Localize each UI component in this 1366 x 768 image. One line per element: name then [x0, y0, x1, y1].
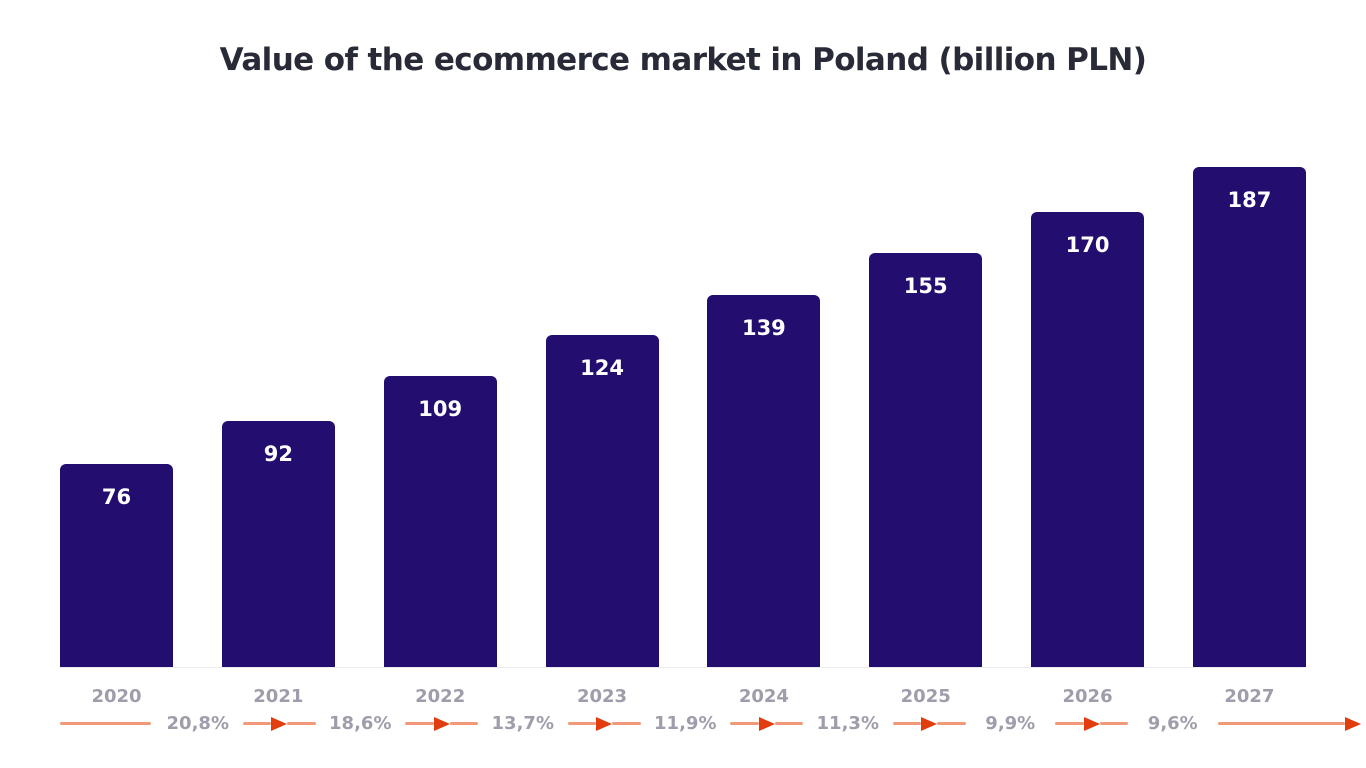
arrow-line	[287, 722, 316, 726]
growth-arrow-segment	[60, 722, 173, 726]
bar-value-label: 76	[101, 485, 132, 509]
growth-percent-label: 13,7%	[491, 712, 554, 734]
growth-arrow-row: 20,8% 18,6% 13,7% 11,9% 11,3% 9,9% 9,6%	[60, 712, 1361, 734]
bars-area: 76 92 109 124 139 155 170 187	[60, 167, 1306, 668]
bar-2025: 155	[869, 253, 983, 667]
growth-arrow-segment	[223, 716, 336, 731]
bar-value-label: 155	[903, 274, 948, 298]
arrow-head-icon	[921, 716, 937, 731]
bar-value-label: 124	[580, 356, 624, 380]
arrow-line	[60, 722, 151, 726]
bar-value-label: 187	[1227, 188, 1272, 212]
x-tick-label-2027: 2027	[1224, 686, 1275, 707]
arrow-head-icon	[433, 716, 450, 731]
growth-arrow-segment	[1035, 716, 1148, 731]
bar-value-label: 109	[418, 397, 463, 421]
bar-value-label: 170	[1065, 233, 1110, 257]
x-tick-label-2024: 2024	[738, 686, 789, 707]
growth-arrow-segment	[548, 716, 661, 731]
bar-2024: 139	[707, 295, 821, 667]
arrow-head-icon	[271, 716, 287, 731]
arrow-line	[612, 722, 641, 726]
growth-percent-label: 18,6%	[329, 712, 392, 734]
arrow-head-icon	[596, 716, 612, 731]
bar-2027: 187	[1192, 167, 1306, 667]
arrow-line	[1099, 722, 1128, 726]
growth-arrow-segment-end	[1198, 716, 1361, 731]
x-tick-label-2022: 2022	[415, 686, 466, 707]
bar-2023: 124	[545, 335, 659, 667]
arrow-line	[1217, 722, 1345, 726]
arrow-head-icon	[1344, 716, 1361, 731]
bar-value-label: 139	[741, 316, 786, 340]
growth-arrow-segment	[385, 716, 498, 731]
x-tick-label-2025: 2025	[900, 686, 951, 707]
x-axis-labels: 2020 2021 2022 2023 2024 2025 2026 2027	[60, 687, 1306, 707]
growth-percent-label: 9,6%	[1147, 712, 1198, 734]
bar-2021: 92	[221, 421, 335, 667]
chart-title: Value of the ecommerce market in Poland …	[219, 42, 1147, 78]
bar-value-label: 92	[263, 442, 293, 466]
x-tick-label-2026: 2026	[1062, 686, 1113, 707]
arrow-line	[567, 722, 596, 726]
arrow-line	[730, 722, 759, 726]
bar-2022: 109	[383, 376, 497, 667]
growth-percent-label: 9,9%	[985, 712, 1036, 734]
x-tick-label-2021: 2021	[253, 686, 304, 707]
growth-arrow-segment	[710, 716, 823, 731]
bar-2026: 170	[1031, 212, 1145, 667]
x-tick-label-2023: 2023	[576, 686, 628, 707]
growth-percent-label: 20,8%	[166, 712, 229, 734]
growth-percent-label: 11,3%	[816, 712, 879, 734]
bar-2020: 76	[60, 464, 173, 667]
arrow-line	[937, 722, 966, 726]
arrow-line	[774, 722, 803, 726]
growth-percent-label: 11,9%	[654, 712, 717, 734]
arrow-line	[242, 722, 271, 726]
arrow-line	[1055, 722, 1084, 726]
arrow-line	[449, 722, 478, 726]
x-tick-label-2020: 2020	[91, 686, 142, 707]
arrow-head-icon	[758, 716, 775, 731]
bar-chart: 76 92 109 124 139 155 170 187 2020 2021 2022 2023 2…	[60, 167, 1361, 734]
arrow-line	[892, 722, 921, 726]
arrow-line	[405, 722, 434, 726]
arrow-head-icon	[1083, 716, 1100, 731]
growth-arrow-segment	[873, 716, 986, 731]
